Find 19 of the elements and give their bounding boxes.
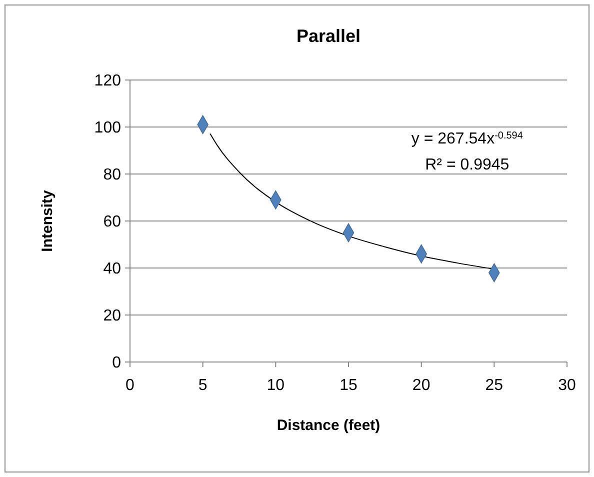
x-tick-label: 20 bbox=[412, 377, 430, 394]
y-tick-label: 80 bbox=[103, 166, 122, 184]
annotation: R² = 0.9945 bbox=[425, 156, 510, 174]
annotation: y = 267.54x$^{-0.594}$ bbox=[411, 130, 524, 148]
y-tick-label: 60 bbox=[103, 214, 122, 231]
y-tick-label: 20 bbox=[103, 308, 122, 325]
y-tick-label: 100 bbox=[94, 120, 122, 137]
y-tick-label: 0 bbox=[112, 354, 122, 372]
chart-title: Parallel bbox=[296, 26, 361, 46]
x-tick-label: 0 bbox=[126, 377, 135, 394]
x-tick-label: 15 bbox=[340, 377, 358, 394]
x-tick-label: 30 bbox=[558, 377, 576, 394]
x-tick-label: 10 bbox=[266, 377, 285, 394]
x-axis-title: Distance (feet) bbox=[276, 417, 380, 434]
y-axis-title: Intensity bbox=[39, 190, 56, 252]
x-tick-label: 5 bbox=[198, 377, 208, 394]
y-tick-label: 40 bbox=[103, 260, 122, 278]
y-tick-label: 120 bbox=[94, 72, 122, 90]
x-tick-label: 25 bbox=[485, 377, 504, 394]
